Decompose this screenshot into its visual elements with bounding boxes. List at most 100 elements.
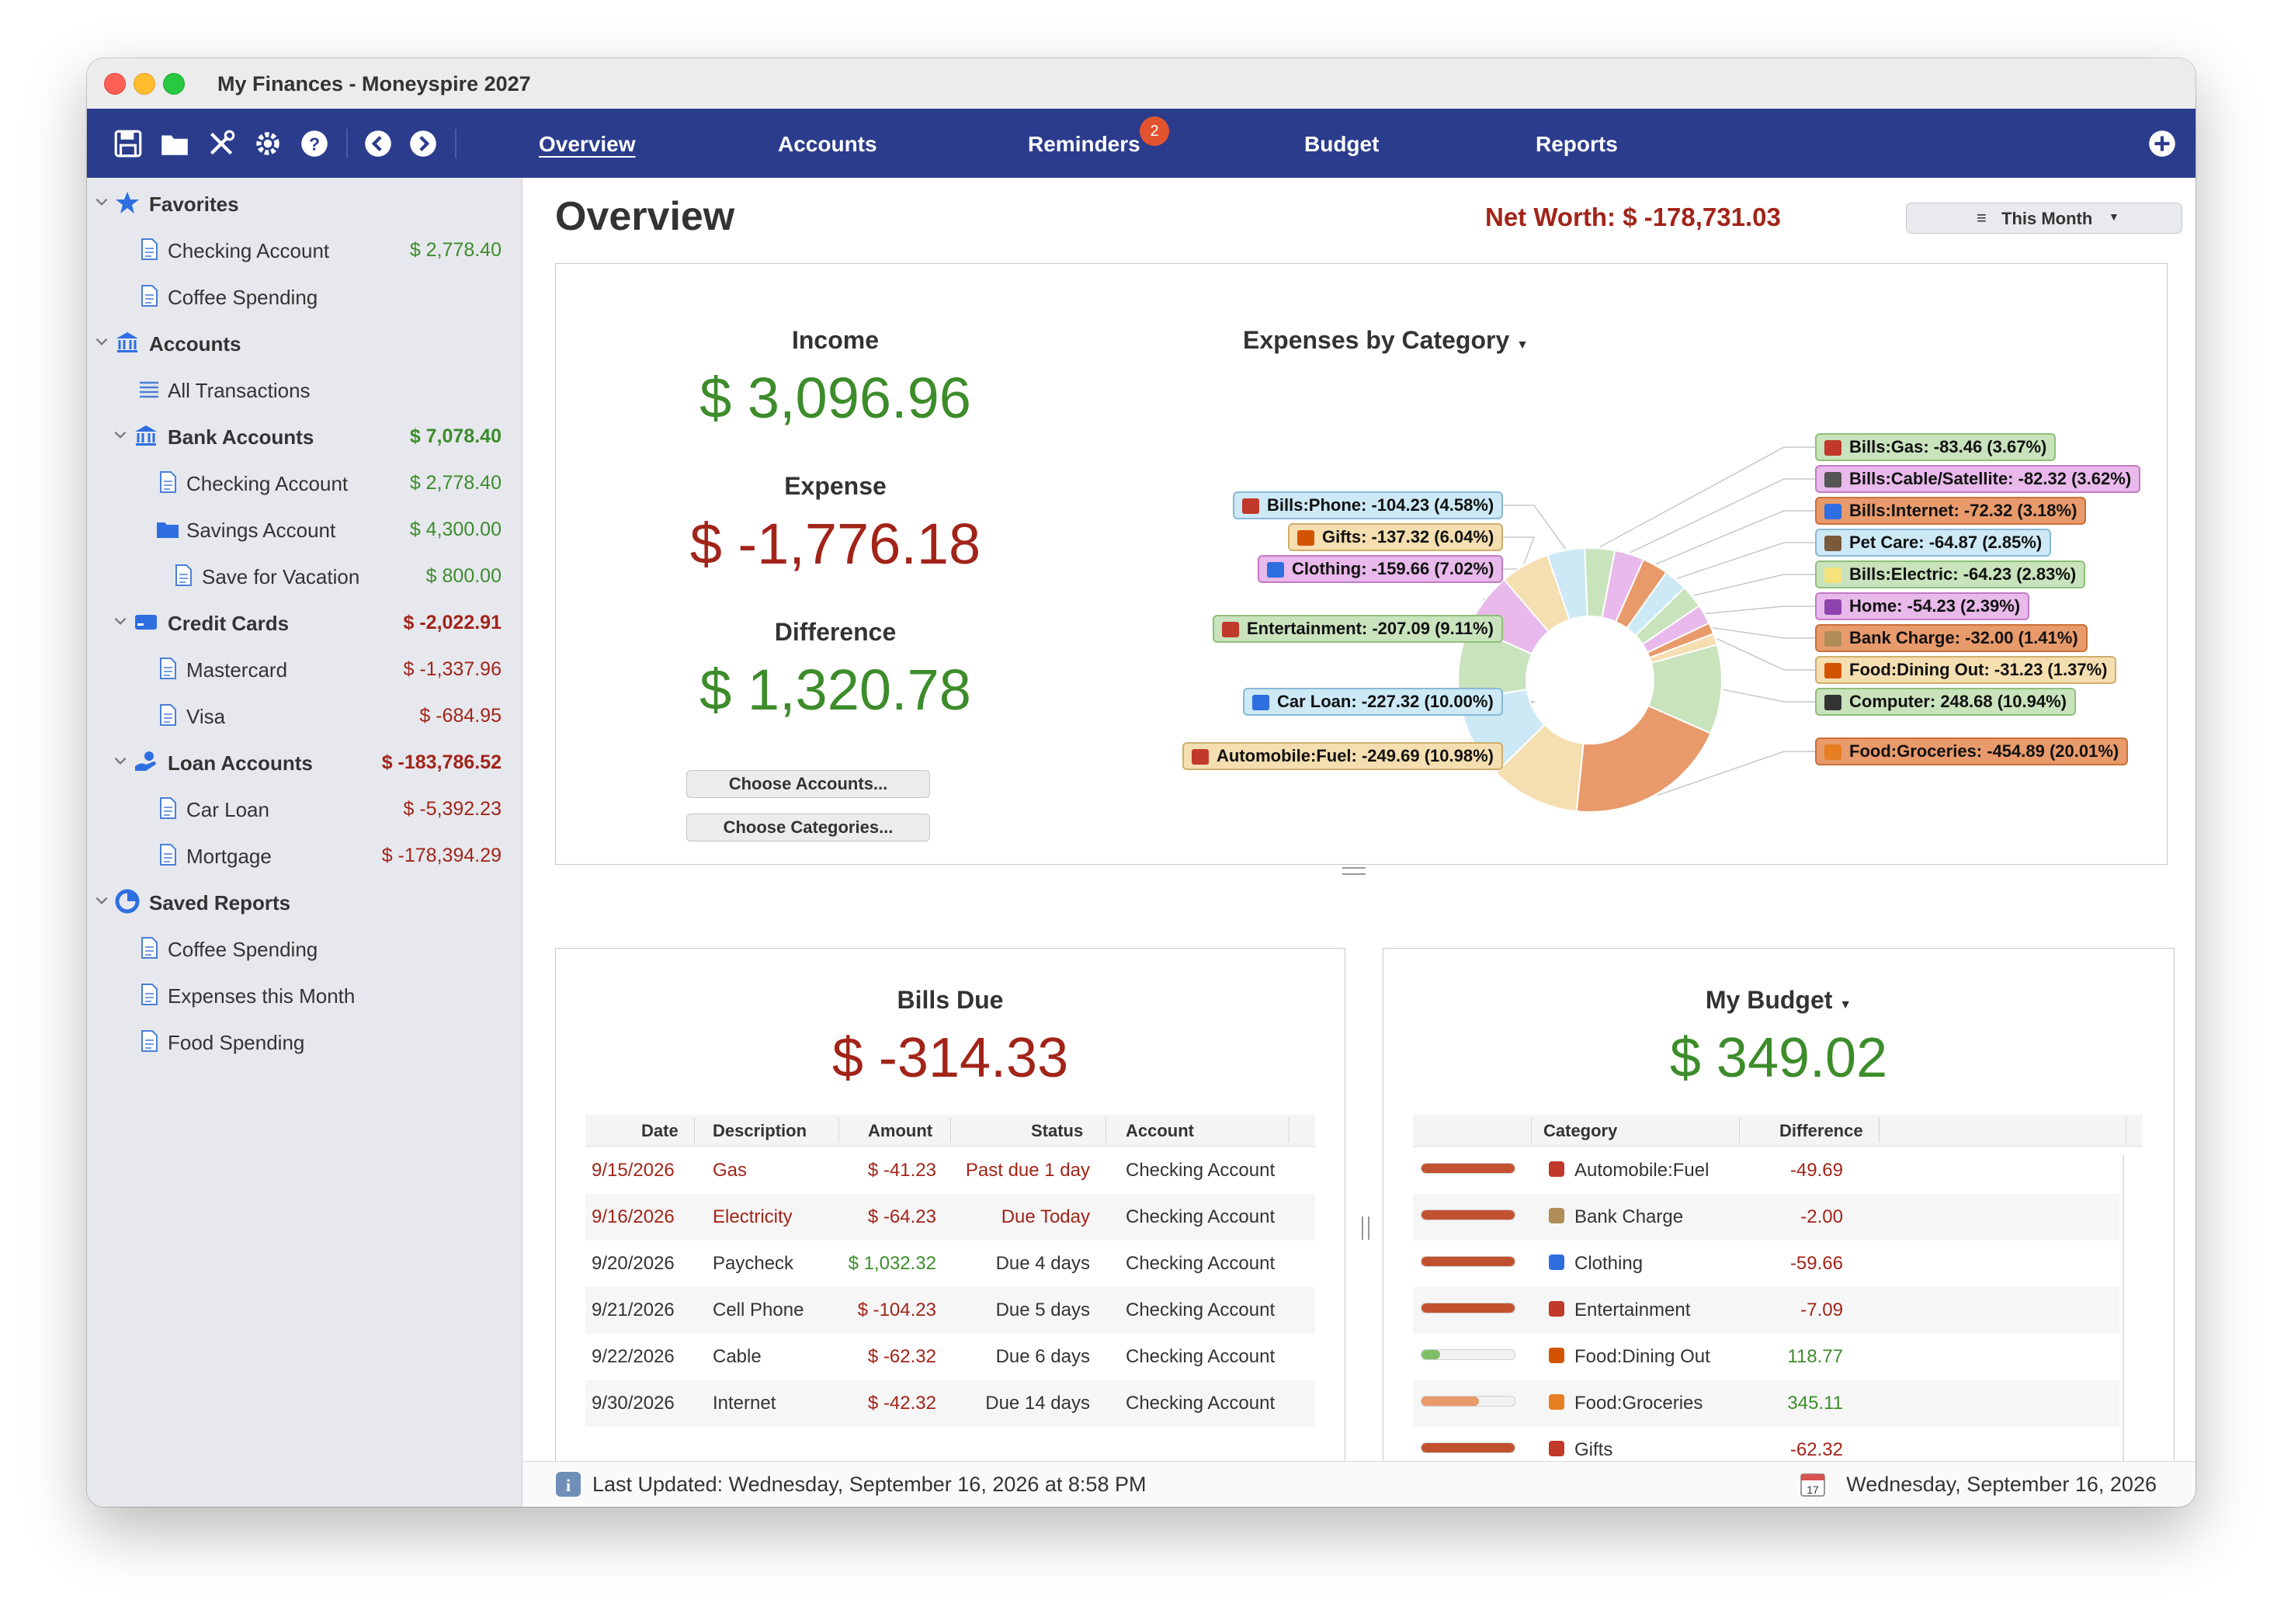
expenses-pie-chart <box>1457 446 1815 813</box>
table-row[interactable]: Automobile:Fuel -49.69 <box>1413 1147 2119 1194</box>
legend-item[interactable]: Computer: 248.68 (10.94%) <box>1815 688 2076 716</box>
save-icon[interactable] <box>112 127 144 160</box>
loan-hand-icon <box>135 751 156 771</box>
chevron-down-icon[interactable] <box>112 612 129 630</box>
sidebar-item-save-for-vacation[interactable]: Save for Vacation $ 800.00 <box>87 553 522 597</box>
last-updated-text: Last Updated: Wednesday, September 16, 2… <box>592 1473 1147 1496</box>
legend-item[interactable]: Gifts: -137.32 (6.04%) <box>1288 523 1504 551</box>
category-icon <box>1222 622 1239 637</box>
folder-icon[interactable] <box>158 127 191 160</box>
tab-reports[interactable]: Reports <box>1536 132 1618 156</box>
tab-accounts[interactable]: Accounts <box>778 132 877 156</box>
chevron-down-icon[interactable] <box>93 892 110 909</box>
sidebar-section-saved-reports[interactable]: Saved Reports <box>87 880 522 923</box>
table-row[interactable]: 9/15/2026 Gas $ -41.23 Past due 1 day Ch… <box>585 1147 1315 1194</box>
chart-title[interactable]: Expenses by Category ▼ <box>1243 326 1529 355</box>
sidebar-item-favorite-coffee[interactable]: Coffee Spending <box>87 274 522 318</box>
table-row[interactable]: Food:Groceries 345.11 <box>1413 1380 2119 1427</box>
legend-item[interactable]: Entertainment: -207.09 (9.11%) <box>1213 615 1503 643</box>
gear-icon[interactable] <box>252 127 284 160</box>
chevron-down-icon[interactable] <box>112 426 129 443</box>
table-row[interactable]: Gifts -62.32 <box>1413 1427 2119 1473</box>
leader-line <box>1503 536 1536 564</box>
sidebar-item-saved-report[interactable]: Coffee Spending <box>87 926 522 970</box>
sidebar-group-bank-accounts[interactable]: Bank Accounts $ 7,078.40 <box>87 414 522 457</box>
column-header[interactable]: Status <box>1031 1121 1084 1140</box>
sidebar-item-checking-account[interactable]: Checking Account $ 2,778.40 <box>87 460 522 504</box>
legend-item[interactable]: Bills:Phone: -104.23 (4.58%) <box>1233 491 1504 519</box>
choose-accounts-button[interactable]: Choose Accounts... <box>686 770 930 798</box>
legend-item[interactable]: Clothing: -159.66 (7.02%) <box>1258 555 1504 583</box>
legend-item[interactable]: Food:Dining Out: -31.23 (1.37%) <box>1815 656 2117 684</box>
tools-icon[interactable] <box>205 127 238 160</box>
sidebar-item-car-loan[interactable]: Car Loan $ -5,392.23 <box>87 786 522 830</box>
legend-label: Pet Care: -64.87 (2.85%) <box>1849 533 2043 552</box>
sidebar-item-savings-account[interactable]: Savings Account $ 4,300.00 <box>87 507 522 550</box>
bill-amount: $ -62.32 <box>867 1346 936 1367</box>
legend-item[interactable]: Bills:Internet: -72.32 (3.18%) <box>1815 497 2087 525</box>
legend-item[interactable]: Car Loan: -227.32 (10.00%) <box>1243 688 1503 716</box>
table-row[interactable]: Food:Dining Out 118.77 <box>1413 1334 2119 1380</box>
pie-slice[interactable] <box>1546 547 1588 621</box>
table-row[interactable]: 9/21/2026 Cell Phone $ -104.23 Due 5 day… <box>585 1287 1315 1334</box>
scrollbar-track[interactable] <box>2123 1155 2124 1466</box>
column-header[interactable]: Account <box>1126 1121 1194 1140</box>
legend-item[interactable]: Pet Care: -64.87 (2.85%) <box>1815 529 2052 557</box>
sidebar-group-loan-accounts[interactable]: Loan Accounts $ -183,786.52 <box>87 740 522 783</box>
zoom-window-button[interactable] <box>163 73 185 95</box>
table-row[interactable]: 9/22/2026 Cable $ -62.32 Due 6 days Chec… <box>585 1334 1315 1380</box>
sidebar-item-favorite-checking[interactable]: Checking Account $ 2,778.40 <box>87 227 522 271</box>
chevron-down-icon[interactable] <box>93 333 110 350</box>
category-icon <box>1546 1298 1567 1320</box>
legend-item[interactable]: Food:Groceries: -454.89 (20.01%) <box>1815 737 2129 765</box>
legend-item[interactable]: Bills:Electric: -64.23 (2.83%) <box>1815 560 2086 588</box>
page-title: Overview <box>555 194 735 239</box>
sidebar-item-label: Checking Account <box>168 239 330 262</box>
tab-budget[interactable]: Budget <box>1304 132 1380 156</box>
splitter-handle[interactable] <box>1362 1216 1369 1240</box>
column-header[interactable]: Category <box>1543 1121 1618 1140</box>
sidebar-item-label: Savings Account <box>186 519 336 542</box>
table-row[interactable]: Entertainment -7.09 <box>1413 1287 2119 1334</box>
chevron-down-icon[interactable] <box>112 752 129 769</box>
budget-title[interactable]: My Budget ▼ <box>1383 986 2174 1015</box>
tab-reminders[interactable]: Reminders <box>1028 132 1140 156</box>
close-window-button[interactable] <box>104 73 126 95</box>
legend-label: Car Loan: -227.32 (10.00%) <box>1277 692 1494 711</box>
table-row[interactable]: 9/30/2026 Internet $ -42.32 Due 14 days … <box>585 1380 1315 1427</box>
tab-overview[interactable]: Overview <box>539 132 636 156</box>
chevron-down-icon[interactable] <box>93 193 110 210</box>
forward-icon[interactable] <box>407 127 439 160</box>
legend-item[interactable]: Automobile:Fuel: -249.69 (10.98%) <box>1182 742 1503 770</box>
sidebar-item-saved-report[interactable]: Food Spending <box>87 1019 522 1063</box>
sidebar-item-all-transactions[interactable]: All Transactions <box>87 367 522 411</box>
column-header[interactable]: Difference <box>1779 1121 1863 1140</box>
sidebar-item-mortgage[interactable]: Mortgage $ -178,394.29 <box>87 833 522 876</box>
legend-item[interactable]: Bills:Gas: -83.46 (3.67%) <box>1815 433 2057 461</box>
column-header[interactable]: Date <box>641 1121 679 1140</box>
add-icon[interactable] <box>2146 127 2178 160</box>
sidebar-group-credit-cards[interactable]: Credit Cards $ -2,022.91 <box>87 600 522 644</box>
table-row[interactable]: Bank Charge -2.00 <box>1413 1194 2119 1241</box>
back-icon[interactable] <box>362 127 394 160</box>
sidebar-item-saved-report[interactable]: Expenses this Month <box>87 973 522 1016</box>
table-row[interactable]: 9/20/2026 Paycheck $ 1,032.32 Due 4 days… <box>585 1241 1315 1287</box>
period-selector[interactable]: ≡ This Month ▼ <box>1906 203 2182 234</box>
sidebar-section-favorites[interactable]: Favorites <box>87 181 522 224</box>
sidebar-item-visa[interactable]: Visa $ -684.95 <box>87 693 522 737</box>
table-row[interactable]: Clothing -59.66 <box>1413 1241 2119 1287</box>
legend-item[interactable]: Home: -54.23 (2.39%) <box>1815 592 2030 620</box>
help-icon[interactable]: ? <box>298 127 331 160</box>
choose-categories-button[interactable]: Choose Categories... <box>686 814 930 841</box>
pie-slice[interactable] <box>1575 704 1712 813</box>
legend-item[interactable]: Bills:Cable/Satellite: -82.32 (3.62%) <box>1815 465 2141 493</box>
minimize-window-button[interactable] <box>134 73 155 95</box>
splitter-handle[interactable] <box>1342 867 1366 875</box>
column-header[interactable]: Amount <box>868 1121 933 1140</box>
legend-item[interactable]: Bank Charge: -32.00 (1.41%) <box>1815 624 2088 652</box>
sidebar-section-accounts[interactable]: Accounts <box>87 321 522 364</box>
sidebar-item-mastercard[interactable]: Mastercard $ -1,337.96 <box>87 647 522 690</box>
sidebar-item-label: Loan Accounts <box>168 751 313 775</box>
column-header[interactable]: Description <box>713 1121 807 1140</box>
table-row[interactable]: 9/16/2026 Electricity $ -64.23 Due Today… <box>585 1194 1315 1241</box>
